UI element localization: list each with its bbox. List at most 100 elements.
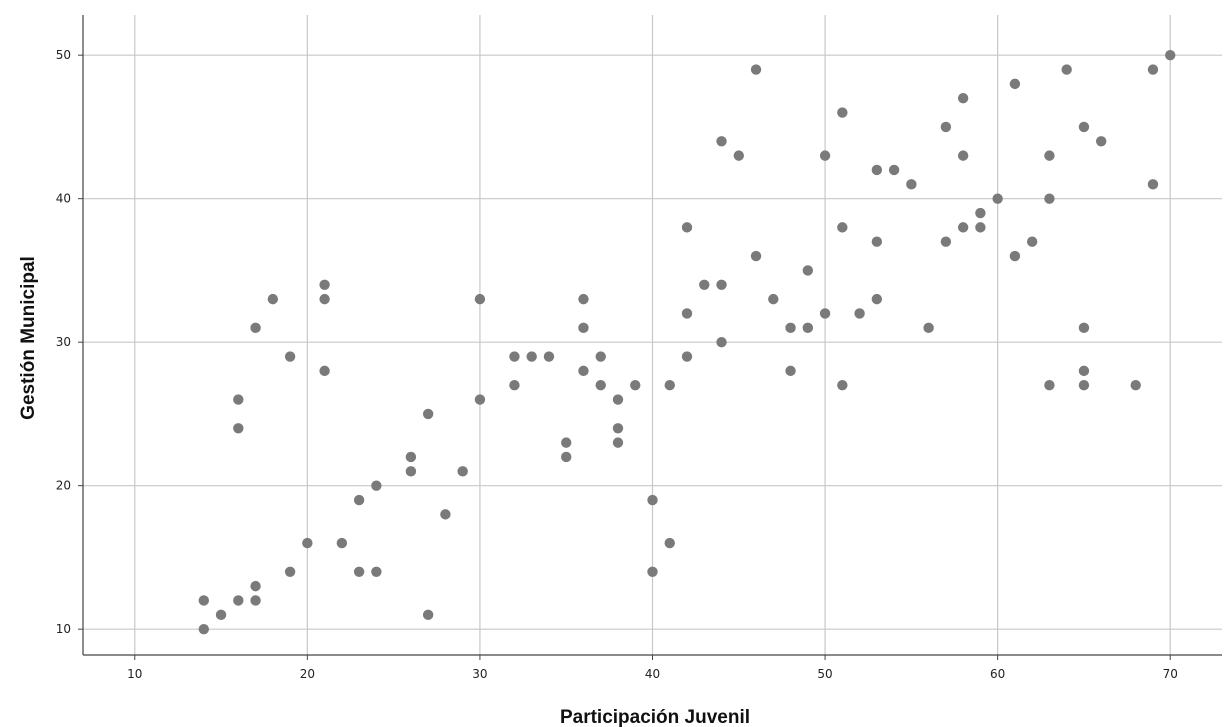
y-tick-label: 40 (56, 192, 71, 206)
data-points (198, 49, 1176, 635)
scatter-point (371, 480, 382, 491)
scatter-point (336, 537, 348, 549)
scatter-point (785, 322, 796, 334)
scatter-point (353, 494, 365, 506)
x-tick-label: 50 (817, 667, 832, 681)
scatter-point (509, 351, 520, 362)
scatter-point (233, 423, 244, 434)
scatter-point (992, 193, 1003, 204)
scatter-point (975, 207, 986, 219)
scatter-point (198, 623, 210, 635)
scatter-point (647, 566, 658, 577)
scatter-point (1078, 380, 1090, 391)
scatter-point (422, 408, 434, 420)
scatter-point (1061, 64, 1072, 75)
scatter-point (561, 451, 572, 463)
scatter-point (802, 265, 814, 276)
y-tick-label: 30 (56, 335, 71, 349)
x-tick-label: 30 (472, 667, 487, 681)
scatter-point (664, 537, 675, 549)
axes (78, 15, 1222, 660)
scatter-point (578, 322, 589, 334)
x-tick-label: 70 (1163, 667, 1178, 681)
scatter-point (871, 236, 883, 247)
scatter-point (1044, 193, 1055, 204)
grid (83, 15, 1222, 655)
scatter-point (474, 394, 486, 405)
scatter-point (353, 566, 365, 577)
scatter-point (319, 365, 330, 377)
scatter-point (716, 336, 727, 348)
scatter-point (940, 236, 952, 247)
scatter-point (630, 380, 641, 391)
scatter-point (888, 164, 900, 176)
scatter-point (1009, 78, 1021, 90)
scatter-point (699, 279, 710, 290)
scatter-point (871, 293, 883, 305)
scatter-point (595, 380, 606, 391)
scatter-point (837, 107, 848, 118)
x-tick-label: 40 (645, 667, 660, 681)
scatter-point (647, 494, 658, 506)
scatter-point (750, 250, 762, 262)
x-axis-label: Participación Juvenil (560, 707, 750, 727)
scatter-point (837, 222, 848, 233)
y-axis-label: Gestión Municipal (18, 256, 39, 420)
scatter-point (819, 150, 831, 161)
scatter-point (422, 609, 434, 621)
scatter-point (612, 423, 624, 434)
scatter-point (1044, 380, 1055, 391)
scatter-point (215, 609, 227, 621)
scatter-point (819, 308, 831, 319)
scatter-point (250, 595, 261, 606)
scatter-point (405, 466, 417, 477)
scatter-point (837, 380, 848, 391)
scatter-point (1078, 365, 1090, 377)
scatter-point (284, 566, 296, 577)
y-tick-label: 10 (56, 622, 71, 636)
scatter-point (1095, 136, 1107, 147)
scatter-point (319, 293, 330, 305)
scatter-point (1147, 64, 1159, 75)
scatter-point (371, 566, 382, 577)
scatter-point (906, 179, 917, 190)
scatter-point (250, 580, 261, 592)
scatter-point (440, 509, 451, 520)
scatter-point (233, 394, 244, 405)
scatter-point (768, 293, 779, 305)
scatter-point (957, 93, 969, 104)
scatter-point (923, 322, 934, 334)
x-tick-label: 60 (990, 667, 1005, 681)
scatter-point (750, 64, 762, 75)
scatter-point (319, 279, 330, 290)
scatter-point (681, 351, 693, 362)
scatter-point (543, 351, 555, 362)
scatter-point (716, 279, 727, 290)
scatter-point (474, 293, 486, 305)
scatter-point (975, 222, 986, 233)
scatter-point (267, 293, 279, 305)
scatter-point (578, 365, 589, 377)
scatter-point (561, 437, 572, 448)
scatter-point (612, 437, 624, 448)
scatter-point (1130, 380, 1141, 391)
scatter-point (871, 164, 883, 176)
scatter-point (595, 351, 606, 362)
scatter-point (233, 595, 244, 606)
scatter-point (284, 351, 296, 362)
scatter-point (1026, 236, 1038, 247)
scatter-point (198, 595, 210, 606)
scatter-point (681, 308, 693, 319)
scatter-point (1009, 250, 1021, 262)
scatter-point (1165, 49, 1176, 61)
scatter-point (785, 365, 796, 377)
scatter-point (681, 222, 693, 233)
scatter-point (940, 121, 952, 133)
scatter-point (957, 222, 969, 233)
scatter-point (578, 293, 589, 305)
scatter-point (733, 150, 744, 161)
scatter-point (802, 322, 814, 334)
scatter-point (1078, 121, 1090, 133)
